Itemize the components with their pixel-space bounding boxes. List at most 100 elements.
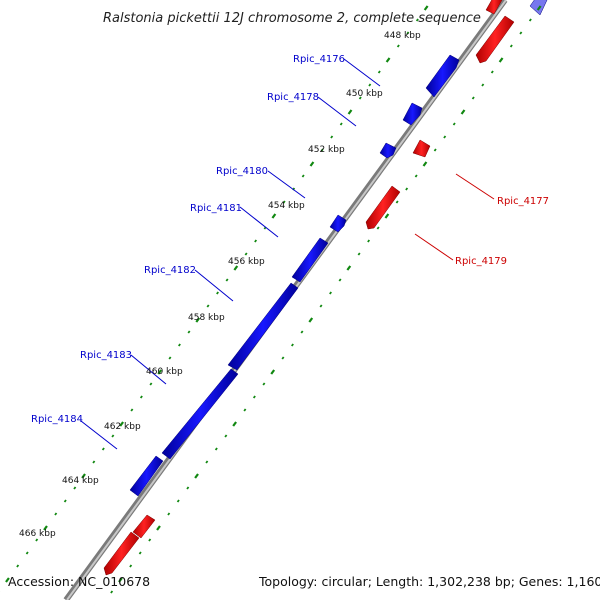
- inner-ruler-dot: [216, 291, 219, 295]
- outer-ruler-dot: [205, 460, 209, 464]
- inner-ruler-dot: [101, 447, 105, 451]
- inner-ruler-dot: [415, 18, 419, 22]
- outer-ruler-dot: [281, 356, 285, 360]
- tick-label: 456 kbp: [228, 257, 265, 267]
- tick-label: 452 kbp: [308, 145, 345, 155]
- gene-label-rpic-4182[interactable]: Rpic_4182: [144, 265, 196, 276]
- ruler-dots: [0, 5, 542, 594]
- outer-ruler-dot: [452, 122, 456, 126]
- gene-labels: Rpic_4176 Rpic_4177 Rpic_4178 Rpic_4179 …: [31, 54, 549, 425]
- inner-ruler-dot: [81, 473, 86, 479]
- feature-rpic-4181: [329, 214, 347, 233]
- outer-ruler-dot: [167, 512, 171, 516]
- inner-ruler-dot: [233, 265, 239, 271]
- gene-label-rpic-4176[interactable]: Rpic_4176: [293, 54, 345, 65]
- feature-bottom-red-b: [103, 531, 140, 576]
- tick-label: 454 kbp: [268, 201, 305, 211]
- inner-ruler-dot: [368, 83, 372, 87]
- inner-ruler-dot: [254, 239, 258, 243]
- outer-ruler-dot: [490, 70, 494, 74]
- outer-ruler-dot: [232, 421, 237, 427]
- inner-ruler-dot: [73, 486, 77, 490]
- reverse-features: [103, 0, 515, 576]
- inner-ruler-dot: [385, 57, 391, 63]
- outer-ruler-dot: [414, 174, 418, 178]
- inner-ruler-dot: [187, 330, 191, 334]
- inner-ruler-dot: [63, 499, 67, 503]
- outer-ruler-dot: [528, 18, 532, 22]
- tick-label: 460 kbp: [146, 367, 183, 377]
- inner-ruler-dot: [25, 551, 29, 555]
- inner-ruler-dot: [130, 408, 134, 412]
- outer-ruler-dot: [536, 5, 542, 11]
- gene-label-rpic-4183[interactable]: Rpic_4183: [80, 350, 132, 361]
- inner-ruler-dot: [16, 564, 20, 568]
- outer-ruler-dot: [346, 265, 352, 271]
- connector-rpic-4179: [414, 233, 454, 261]
- tick-label: 448 kbp: [384, 31, 421, 41]
- inner-ruler-dot: [396, 44, 400, 48]
- outer-ruler-dot: [376, 226, 380, 230]
- gene-label-rpic-4184[interactable]: Rpic_4184: [31, 414, 83, 425]
- inner-ruler-dot: [339, 122, 343, 126]
- outer-ruler-dot: [357, 252, 361, 256]
- inner-ruler-dot: [377, 70, 381, 74]
- feature-rpic-4184: [161, 368, 239, 460]
- gene-label-rpic-4177[interactable]: Rpic_4177: [497, 196, 549, 207]
- inner-ruler-dot: [206, 304, 210, 308]
- feature-rpic-4182: [291, 237, 329, 283]
- outer-ruler-dot: [384, 213, 390, 219]
- feature-small-forward: [129, 455, 164, 497]
- gene-label-rpic-4178[interactable]: Rpic_4178: [267, 92, 319, 103]
- outer-ruler-dot: [118, 577, 123, 583]
- connector-rpic-4182: [194, 269, 234, 302]
- outer-ruler-dot: [156, 525, 161, 531]
- feature-rpic-4179: [365, 185, 401, 230]
- outer-ruler-dot: [443, 135, 447, 139]
- feature-rpic-4178: [402, 102, 423, 126]
- gene-label-rpic-4181[interactable]: Rpic_4181: [190, 203, 242, 214]
- inner-ruler-dot: [406, 31, 410, 35]
- outer-ruler-dot: [138, 551, 142, 555]
- inner-ruler-dot: [320, 148, 324, 152]
- outer-ruler-dot: [509, 44, 513, 48]
- outer-ruler-dot: [194, 473, 199, 479]
- feature-bottom-red-a: [132, 514, 156, 539]
- label-connectors: [80, 58, 495, 450]
- outer-ruler-dot: [186, 486, 190, 490]
- connector-rpic-4183: [130, 354, 167, 385]
- inner-ruler-dot: [282, 200, 286, 204]
- inner-ruler-dot: [43, 525, 48, 531]
- gene-label-rpic-4179[interactable]: Rpic_4179: [455, 256, 507, 267]
- connector-rpic-4177: [455, 173, 495, 200]
- gene-label-rpic-4180[interactable]: Rpic_4180: [216, 166, 268, 177]
- inner-ruler-dot: [347, 109, 353, 115]
- connector-rpic-4176: [343, 58, 381, 87]
- inner-ruler-dot: [54, 512, 58, 516]
- outer-ruler-dot: [243, 408, 247, 412]
- feature-rpic-4180: [379, 142, 397, 159]
- inner-ruler-dot: [271, 213, 277, 219]
- outer-ruler-dot: [176, 499, 180, 503]
- inner-ruler-dot: [168, 356, 172, 360]
- inner-ruler-dot: [5, 577, 10, 583]
- accession-text: Accession: NC_010678: [8, 574, 151, 589]
- feature-rpic-4177: [412, 139, 431, 158]
- outer-ruler-dot: [481, 83, 485, 87]
- outer-ruler-dot: [471, 96, 475, 100]
- outer-ruler-dot: [270, 369, 276, 375]
- inner-ruler-dot: [119, 421, 124, 427]
- connector-rpic-4178: [317, 96, 357, 127]
- inner-ruler-dot: [157, 369, 163, 375]
- outer-ruler-dot: [110, 590, 114, 594]
- inner-ruler-dot: [330, 135, 334, 139]
- inner-ruler-dot: [225, 278, 229, 282]
- forward-features: [129, 0, 548, 497]
- inner-ruler-dot: [358, 96, 362, 100]
- inner-ruler-dot: [35, 538, 39, 542]
- outer-ruler-dot: [460, 109, 466, 115]
- inner-ruler-dot: [149, 382, 153, 386]
- outer-ruler-dot: [129, 564, 133, 568]
